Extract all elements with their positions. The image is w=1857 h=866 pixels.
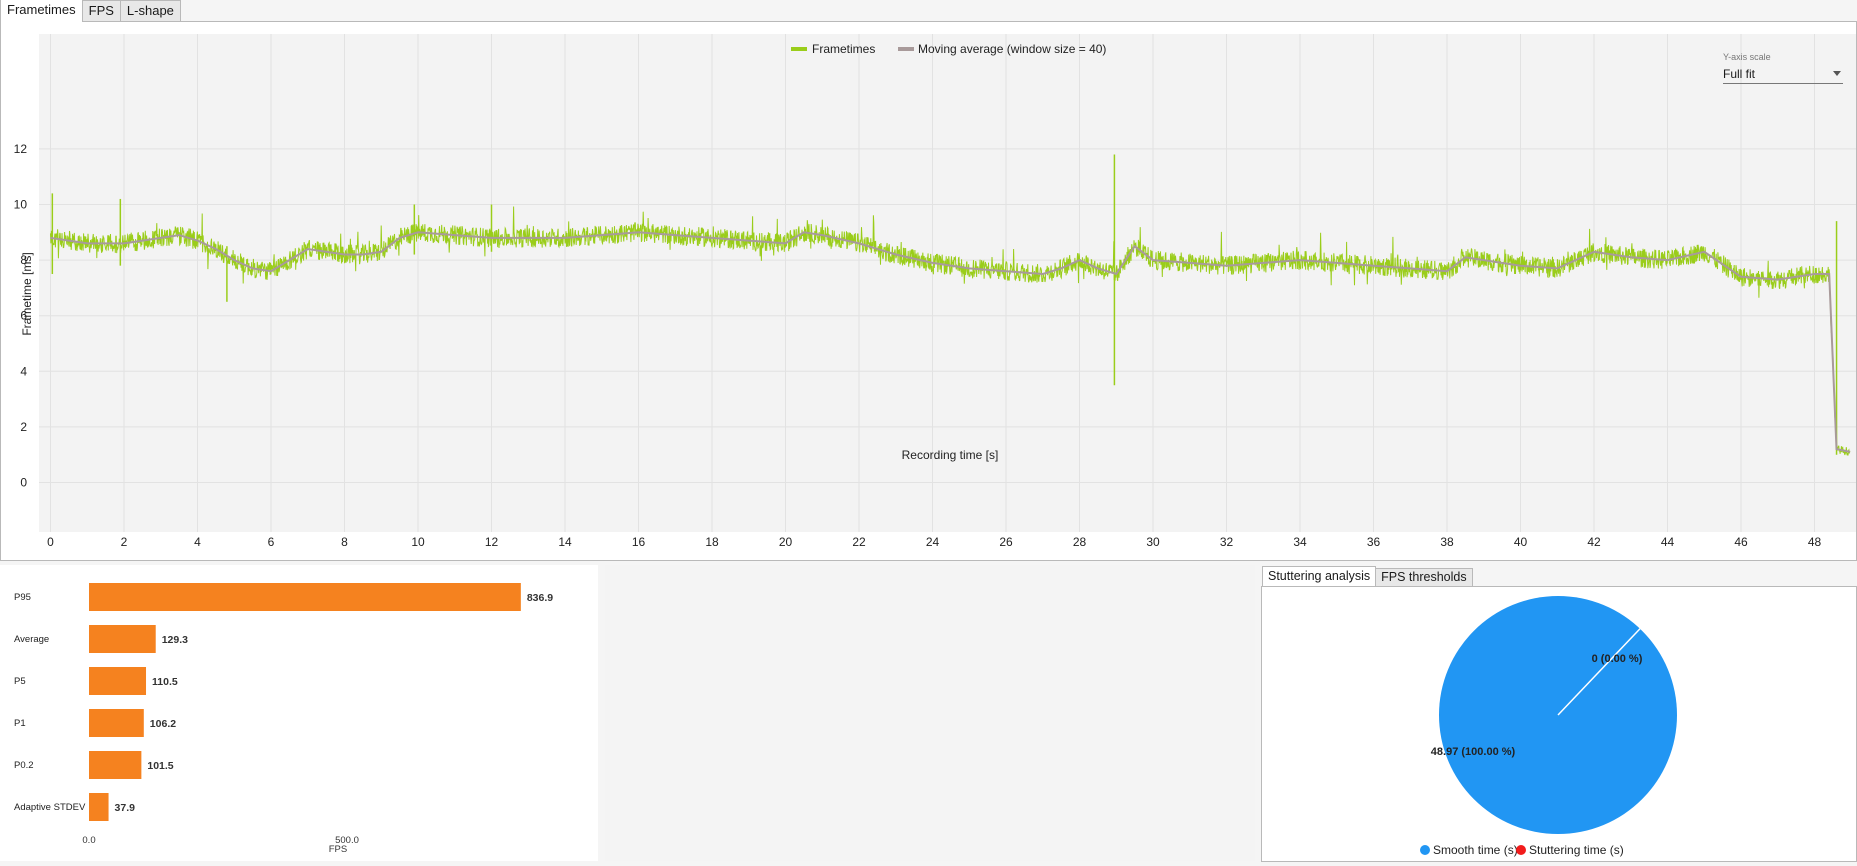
bar-category-label: P95 [14,592,31,603]
chart-legend: Frametimes Moving average (window size =… [791,42,1106,56]
x-tick-label: 34 [1293,535,1307,549]
legend-dot [1420,845,1430,855]
x-tick-label: 24 [926,535,940,549]
x-tick-label: 22 [852,535,866,549]
x-tick-label: 2 [121,535,128,549]
x-tick-label: 14 [558,535,572,549]
y-axis-scale-select[interactable]: Full fit [1723,65,1843,84]
empty-panel [605,565,1255,861]
bar-category-label: P0.2 [14,760,34,771]
pie-slice-stuttering [1557,628,1641,716]
x-tick-label: 44 [1661,535,1675,549]
y-tick-label: 8 [20,253,27,267]
y-tick-label: 2 [20,420,27,434]
x-tick-label: 26 [999,535,1013,549]
y-axis-scale-label: Y-axis scale [1723,52,1771,62]
legend-swatch-frametimes [791,47,807,51]
fps-metrics-chart: P95 836.9 Average 129.3 P5 110.5 P1 106.2 P0.2 10… [14,583,553,855]
x-tick-label: 8 [341,535,348,549]
x-tick-label: 30 [1146,535,1160,549]
legend-dot [1516,845,1526,855]
x-tick-label: 0 [47,535,54,549]
chevron-down-icon [1833,71,1841,76]
x-tick-label: 10 [411,535,425,549]
x-tick-label: 36 [1367,535,1381,549]
y-axis-scale-value: Full fit [1723,67,1756,81]
bar [89,625,156,653]
pie-legend-label: Stuttering time (s) [1529,843,1624,857]
bar-x-tick-label: 500.0 [335,835,359,846]
stuttering-analysis-panel: 0 (0.00 %) 48.97 (100.00 %) Smooth time (s… [1261,586,1857,862]
y-tick-label: 6 [20,309,27,323]
y-tick-label: 10 [14,198,28,212]
x-axis-label: Recording time [s] [902,448,999,462]
x-tick-label: 32 [1220,535,1234,549]
bar-value-label: 106.2 [150,718,176,730]
series-moving-average [50,231,1851,453]
bar-category-label: P1 [14,718,26,729]
legend-swatch-moving-average [898,47,914,51]
pie-label-stuttering: 0 (0.00 %) [1592,653,1643,665]
bar-value-label: 101.5 [147,760,173,772]
bar-value-label: 836.9 [527,592,553,604]
x-tick-label: 4 [194,535,201,549]
x-tick-label: 18 [705,535,719,549]
bar-x-axis-label: FPS [329,844,347,855]
pie-label-smooth: 48.97 (100.00 %) [1431,746,1516,758]
x-tick-label: 38 [1440,535,1454,549]
bar [89,709,144,737]
stuttering-pie-chart: 0 (0.00 %) 48.97 (100.00 %) Smooth time (s… [1420,596,1677,857]
x-tick-label: 28 [1073,535,1087,549]
bar-value-label: 129.3 [162,634,188,646]
tab-fps[interactable]: FPS [81,0,121,22]
tab-fps-thresholds[interactable]: FPS thresholds [1375,568,1473,586]
x-tick-label: 48 [1808,535,1822,549]
bar-category-label: Adaptive STDEV [14,802,86,813]
bar [89,667,147,695]
y-axis-label: Frametime [ms] [20,252,34,335]
bar [89,793,109,821]
x-tick-label: 6 [268,535,275,549]
y-tick-label: 12 [14,142,28,156]
tab-frametimes[interactable]: Frametimes [0,0,83,22]
y-axis-scale-control: Y-axis scale Full fit [1723,52,1843,84]
frametime-chart-panel: 0 2 4 6 8 10 12 14 16 18 20 22 24 26 28 30 32 34 36 38 40 42 4… [0,21,1857,561]
bar-value-label: 110.5 [152,676,178,688]
legend-label-frametimes: Frametimes [812,42,875,56]
y-tick-label: 0 [20,476,27,490]
bar-x-tick-label: 0.0 [82,835,95,846]
stutter-tabs: Stuttering analysis FPS thresholds [1262,566,1473,586]
y-tick-label: 4 [20,364,27,378]
x-tick-label: 12 [485,535,499,549]
x-tick-label: 20 [779,535,793,549]
x-tick-label: 40 [1514,535,1528,549]
bar [89,751,142,779]
pie-legend-label: Smooth time (s) [1433,843,1518,857]
plot-area [39,34,1856,532]
series-frametimes [50,206,1851,456]
tab-stuttering-analysis[interactable]: Stuttering analysis [1262,566,1377,586]
chart-tabs: Frametimes FPS L-shape [0,0,181,22]
bar [89,583,521,611]
x-tick-label: 42 [1587,535,1601,549]
bar-category-label: P5 [14,676,26,687]
x-tick-label: 16 [632,535,646,549]
fps-metrics-panel: P95 836.9 Average 129.3 P5 110.5 P1 106.2 P0.2 10… [0,565,598,861]
bar-value-label: 37.9 [115,802,136,814]
legend-label-moving-average: Moving average (window size = 40) [918,42,1106,56]
tab-l-shape[interactable]: L-shape [119,0,181,22]
bar-category-label: Average [14,634,49,645]
x-tick-label: 46 [1734,535,1748,549]
frametime-chart[interactable]: 0 2 4 6 8 10 12 14 16 18 20 22 24 26 28 30 32 34 36 38 40 42 4… [1,22,1856,560]
